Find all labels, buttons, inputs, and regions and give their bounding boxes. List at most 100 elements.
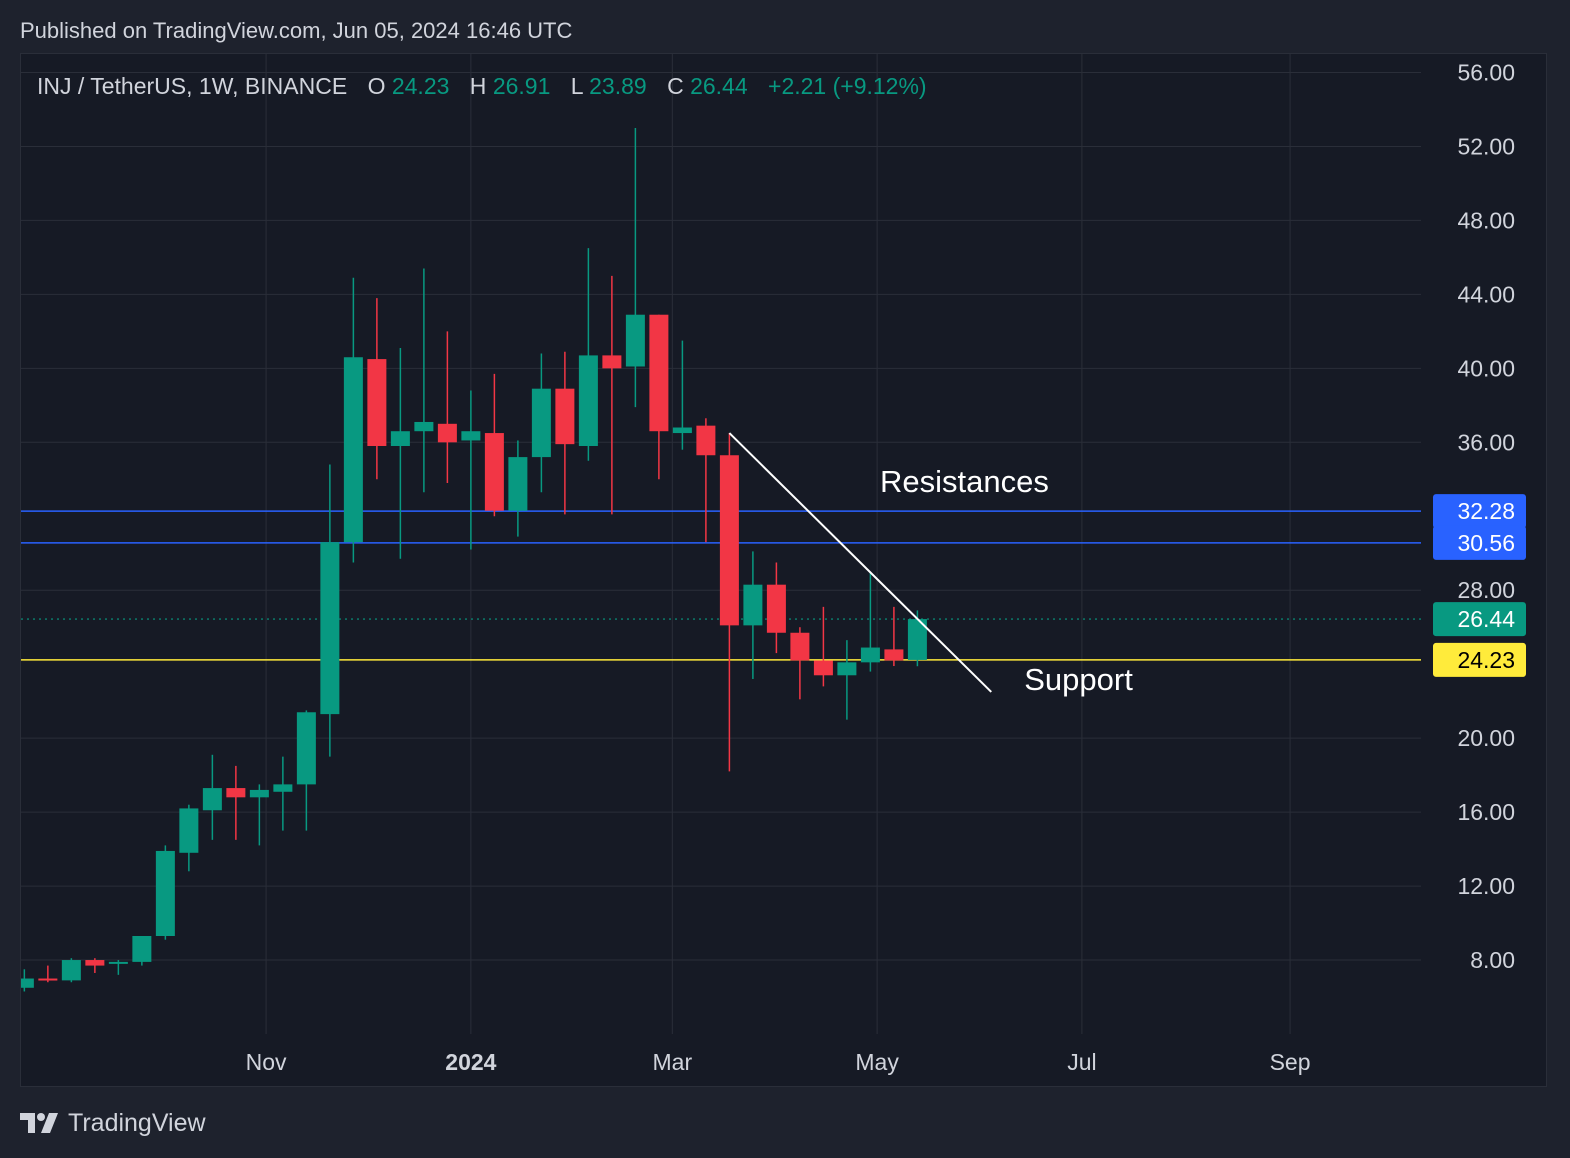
- candle-body: [649, 314, 669, 432]
- candle[interactable]: [860, 571, 880, 672]
- candle-body: [202, 788, 222, 811]
- candle[interactable]: [837, 640, 857, 720]
- candle-body: [837, 662, 857, 676]
- candle[interactable]: [531, 353, 551, 493]
- candle[interactable]: [296, 710, 316, 831]
- candle-body: [790, 632, 810, 661]
- candle[interactable]: [343, 277, 363, 563]
- y-tick-label: 36.00: [1457, 429, 1515, 455]
- candle[interactable]: [21, 969, 34, 992]
- legend-symbol: INJ / TetherUS, 1W, BINANCE: [37, 73, 347, 99]
- candle-body: [343, 357, 363, 543]
- resistances-annotation: Resistances: [880, 464, 1049, 499]
- price-axis: 8.00 12.00 16.00 20.00 28.00 36.00 40.00 44.00 4…: [1433, 59, 1526, 973]
- resistance-1-price-label: 32.28: [1457, 498, 1515, 524]
- candle[interactable]: [85, 958, 105, 973]
- descending-trendline[interactable]: [728, 432, 992, 693]
- time-axis: Nov 2024 Mar May Jul Sep: [246, 1049, 1311, 1075]
- y-tick-label: 44.00: [1457, 281, 1515, 307]
- candle-body: [414, 421, 434, 432]
- candle[interactable]: [179, 804, 199, 872]
- annotations: Resistances Support: [880, 464, 1133, 697]
- chart-panel[interactable]: Resistances Support 8.00 12.00 16.00 20.00 28…: [20, 53, 1547, 1087]
- candle-body: [38, 978, 58, 981]
- price-chart[interactable]: Resistances Support 8.00 12.00 16.00 20.00 28…: [21, 54, 1546, 1086]
- y-tick-label: 20.00: [1457, 725, 1515, 751]
- candle-body: [907, 619, 927, 660]
- candle[interactable]: [320, 464, 340, 757]
- candle-body: [85, 960, 105, 966]
- x-tick-label: Nov: [246, 1049, 287, 1075]
- y-tick-label: 12.00: [1457, 873, 1515, 899]
- candle[interactable]: [625, 127, 645, 408]
- tradingview-logo-icon: [20, 1113, 58, 1133]
- candle[interactable]: [461, 390, 481, 550]
- legend-high-label: H: [470, 73, 487, 99]
- candle-body: [367, 359, 387, 446]
- candle-body: [578, 355, 598, 446]
- candle[interactable]: [719, 433, 739, 772]
- candle[interactable]: [602, 275, 622, 515]
- candle-body: [155, 850, 175, 936]
- x-tick-label: 2024: [445, 1049, 496, 1075]
- legend-high-value: 26.91: [493, 73, 551, 99]
- candle-body: [531, 388, 551, 458]
- candle[interactable]: [813, 606, 833, 687]
- legend-low-value: 23.89: [589, 73, 647, 99]
- candle[interactable]: [884, 606, 904, 667]
- candle-body: [437, 423, 457, 443]
- y-tick-label: 48.00: [1457, 207, 1515, 233]
- candle[interactable]: [61, 958, 81, 983]
- candle-body: [672, 427, 692, 434]
- resistance-2-price-label: 30.56: [1457, 530, 1515, 556]
- candle[interactable]: [226, 765, 246, 840]
- candle[interactable]: [437, 331, 457, 483]
- candle-body: [508, 457, 528, 511]
- candle-body: [179, 808, 199, 853]
- last-price-price-label: 26.44: [1457, 606, 1515, 632]
- candle-body: [766, 584, 786, 633]
- candle[interactable]: [555, 351, 575, 515]
- candle-body: [249, 789, 269, 798]
- candle-body: [625, 314, 645, 367]
- candle[interactable]: [696, 418, 716, 543]
- footer-branding[interactable]: TradingView: [20, 1106, 206, 1140]
- candle-body: [226, 788, 246, 798]
- x-tick-label: Jul: [1067, 1049, 1096, 1075]
- candle-body: [602, 355, 622, 369]
- candle[interactable]: [155, 845, 175, 940]
- candle[interactable]: [508, 440, 528, 537]
- candle[interactable]: [484, 373, 504, 517]
- candle-body: [813, 660, 833, 676]
- published-header: Published on TradingView.com, Jun 05, 20…: [20, 18, 573, 43]
- candle[interactable]: [132, 936, 152, 966]
- candles: [21, 127, 927, 992]
- candle[interactable]: [766, 562, 786, 654]
- candle-body: [461, 431, 481, 441]
- candle-body: [132, 936, 152, 962]
- candle[interactable]: [202, 754, 222, 840]
- candle-body: [108, 961, 128, 964]
- candle[interactable]: [743, 551, 763, 679]
- candle[interactable]: [649, 314, 669, 480]
- candle[interactable]: [38, 965, 58, 983]
- candle[interactable]: [273, 756, 293, 831]
- candle[interactable]: [790, 627, 810, 700]
- candle[interactable]: [578, 248, 598, 461]
- candle[interactable]: [672, 340, 692, 450]
- resistance-1-price-tag: [1433, 494, 1526, 529]
- resistance-2-price-tag: [1433, 525, 1526, 560]
- candle[interactable]: [367, 298, 387, 480]
- candle-body: [320, 542, 340, 715]
- y-tick-label: 16.00: [1457, 799, 1515, 825]
- candle[interactable]: [249, 784, 269, 846]
- x-tick-label: May: [855, 1049, 899, 1075]
- symbol-legend: INJ / TetherUS, 1W, BINANCE O 24.23 H 26…: [37, 73, 927, 99]
- trendline-layer: [728, 432, 992, 693]
- candle[interactable]: [108, 960, 128, 975]
- candle[interactable]: [414, 268, 434, 493]
- candle[interactable]: [390, 348, 410, 559]
- candle-body: [719, 455, 739, 626]
- candle-body: [21, 978, 34, 988]
- last-price-price-tag: [1433, 602, 1526, 637]
